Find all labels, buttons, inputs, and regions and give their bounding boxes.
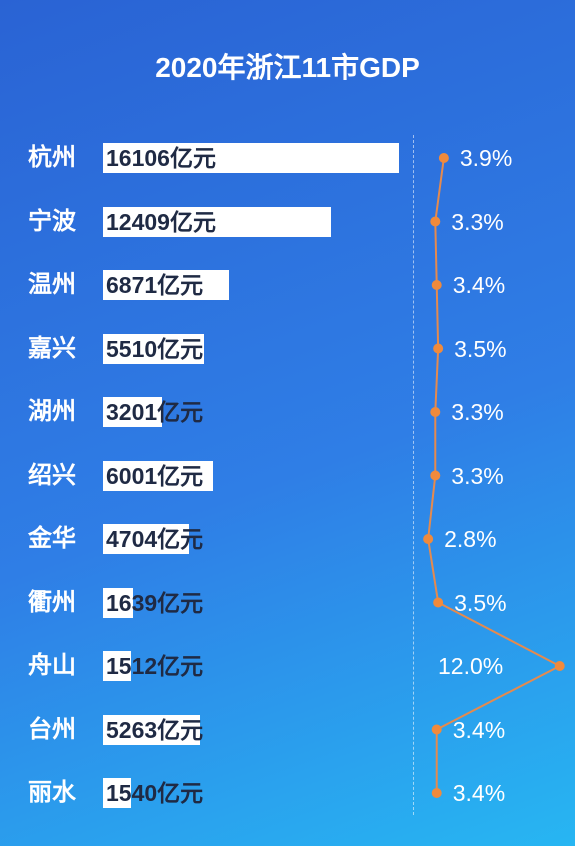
category-label: 丽水 — [28, 779, 76, 806]
bar — [103, 460, 214, 491]
bar — [103, 587, 134, 618]
bar — [103, 333, 205, 364]
bar — [103, 206, 332, 237]
growth-point — [431, 788, 442, 798]
bar-value-label: 1512亿元 — [106, 653, 204, 679]
bar-value-label: 5263亿元 — [106, 716, 204, 743]
bar-value-label: 4704亿元 — [106, 526, 204, 552]
growth-label: 3.4% — [452, 272, 506, 298]
bar — [103, 524, 190, 554]
growth-label: 3.4% — [452, 716, 506, 743]
growth-label: 3.3% — [451, 399, 504, 425]
category-label: 台州 — [28, 715, 76, 743]
category-label: 宁波 — [28, 207, 76, 235]
growth-point — [431, 280, 442, 290]
growth-point — [431, 724, 442, 735]
growth-point — [423, 534, 434, 544]
category-label: 金华 — [28, 525, 76, 552]
growth-line — [427, 157, 562, 793]
bar — [103, 714, 200, 745]
category-label: 温州 — [28, 271, 76, 298]
category-label: 绍兴 — [28, 461, 76, 489]
bar-value-label: 1639亿元 — [106, 589, 204, 616]
category-label: 衢州 — [28, 588, 76, 616]
growth-label: 3.3% — [451, 208, 504, 235]
growth-label: 12.0% — [438, 653, 504, 679]
category-label: 杭州 — [28, 144, 76, 171]
growth-label: 3.9% — [459, 145, 513, 171]
growth-point — [438, 153, 449, 163]
bar-value-label: 5510亿元 — [106, 335, 204, 362]
bar — [103, 143, 399, 173]
bar-value-label: 12409亿元 — [106, 208, 216, 235]
growth-label: 3.5% — [454, 589, 507, 616]
chart-title: 2020年浙江11市GDP — [155, 52, 420, 83]
growth-label: 2.8% — [444, 526, 497, 552]
growth-point — [433, 597, 444, 608]
bar — [103, 397, 162, 427]
growth-label: 3.4% — [452, 780, 506, 806]
bar-value-label: 1540亿元 — [106, 780, 204, 806]
growth-point — [430, 470, 441, 481]
divider-line — [413, 135, 414, 815]
growth-point — [430, 216, 441, 227]
growth-point — [430, 407, 441, 417]
growth-label: 3.3% — [451, 462, 504, 489]
bar-value-label: 6001亿元 — [106, 462, 204, 489]
bar-value-label: 3201亿元 — [106, 399, 204, 425]
category-label: 舟山 — [28, 652, 76, 679]
category-label: 嘉兴 — [28, 334, 76, 362]
growth-point — [554, 661, 565, 671]
bar-value-label: 6871亿元 — [106, 272, 204, 298]
growth-label: 3.5% — [454, 335, 507, 362]
bar — [103, 651, 131, 681]
bar — [103, 778, 132, 808]
category-label: 湖州 — [28, 398, 76, 425]
growth-point — [433, 343, 444, 354]
bar-value-label: 16106亿元 — [106, 145, 216, 171]
bar — [103, 270, 230, 300]
